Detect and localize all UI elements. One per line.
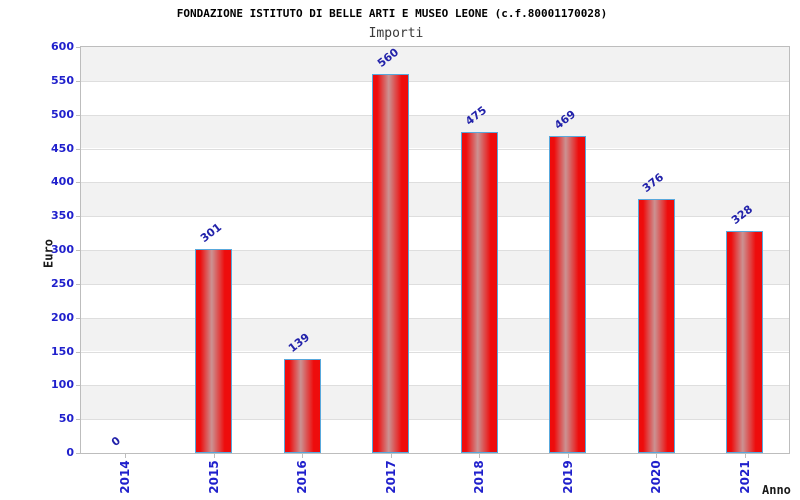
y-tick-mark	[76, 80, 80, 82]
plot-band	[81, 419, 789, 453]
y-tick-label: 200	[51, 310, 74, 324]
x-tick-label-2015: 2015	[206, 460, 221, 494]
chart-title: FONDAZIONE ISTITUTO DI BELLE ARTI E MUSE…	[176, 7, 608, 20]
bar-2015	[195, 249, 233, 453]
y-tick-mark	[76, 216, 80, 218]
plot-band	[81, 216, 789, 250]
bar-2016	[283, 358, 321, 453]
y-tick-label: 350	[51, 209, 74, 223]
plot-band	[81, 385, 789, 420]
y-tick-mark	[76, 419, 80, 421]
y-tick-mark	[76, 283, 80, 285]
y-tick-mark	[76, 250, 80, 251]
plot-area: 0 301 139 560 475 469 376 328	[80, 46, 790, 454]
x-tick-label-2017: 2017	[383, 460, 398, 494]
y-tick-mark	[76, 453, 80, 454]
y-tick-label: 100	[51, 378, 74, 392]
plot-band	[81, 80, 789, 115]
gridline	[81, 148, 789, 150]
x-tick-mark	[390, 454, 392, 458]
y-tick-label: 150	[51, 344, 74, 358]
y-tick-label: 250	[51, 276, 74, 290]
x-tick-label-2014: 2014	[118, 460, 133, 494]
gridline	[81, 351, 789, 353]
plot-band	[81, 182, 789, 217]
y-tick-label: 0	[66, 446, 74, 459]
plot-band	[81, 47, 789, 81]
y-tick-mark	[76, 351, 80, 353]
gridline	[81, 419, 789, 421]
y-tick-mark	[76, 148, 80, 150]
y-tick-label: 50	[58, 412, 74, 426]
gridline	[81, 250, 789, 251]
x-tick-label-2021: 2021	[737, 460, 752, 494]
gridline	[81, 80, 789, 82]
plot-band	[81, 114, 789, 149]
bar-2020	[637, 198, 675, 453]
x-tick-label-2016: 2016	[295, 460, 310, 494]
x-tick-mark	[656, 454, 658, 458]
plot-band	[81, 148, 789, 183]
y-axis-title: Euro	[41, 239, 56, 268]
bar-2017	[372, 74, 410, 453]
gridline	[81, 114, 789, 116]
x-tick-mark	[213, 454, 215, 458]
y-tick-mark	[76, 317, 80, 319]
plot-band	[81, 250, 789, 284]
y-tick-label: 600	[51, 40, 74, 53]
gridline	[81, 182, 789, 184]
x-tick-label-2018: 2018	[472, 460, 487, 494]
y-tick-mark	[76, 114, 80, 116]
y-tick-label: 400	[51, 175, 74, 189]
x-tick-label-2019: 2019	[560, 460, 575, 494]
gridline	[81, 216, 789, 218]
bar-2018	[460, 131, 498, 453]
y-tick-label: 300	[51, 243, 74, 256]
plot-band	[81, 283, 789, 318]
bar-2021	[726, 231, 764, 453]
y-tick-mark	[76, 385, 80, 387]
y-tick-label: 500	[51, 107, 74, 121]
y-tick-mark	[76, 47, 80, 48]
gridline	[81, 385, 789, 387]
y-tick-label: 550	[51, 73, 74, 87]
bar-2019	[549, 135, 587, 453]
plot-band	[81, 317, 789, 352]
x-tick-label-2020: 2020	[649, 460, 664, 494]
chart-subtitle: Importi	[368, 26, 424, 41]
plot-band	[81, 351, 789, 386]
gridline	[81, 283, 789, 285]
x-axis-title: Anno	[762, 483, 791, 497]
y-tick-label: 450	[51, 141, 74, 155]
x-tick-mark	[125, 454, 127, 458]
x-tick-mark	[567, 454, 569, 458]
x-tick-mark	[479, 454, 481, 458]
x-tick-mark	[744, 454, 746, 458]
y-tick-mark	[76, 182, 80, 184]
gridline	[81, 317, 789, 319]
x-tick-mark	[302, 454, 304, 458]
